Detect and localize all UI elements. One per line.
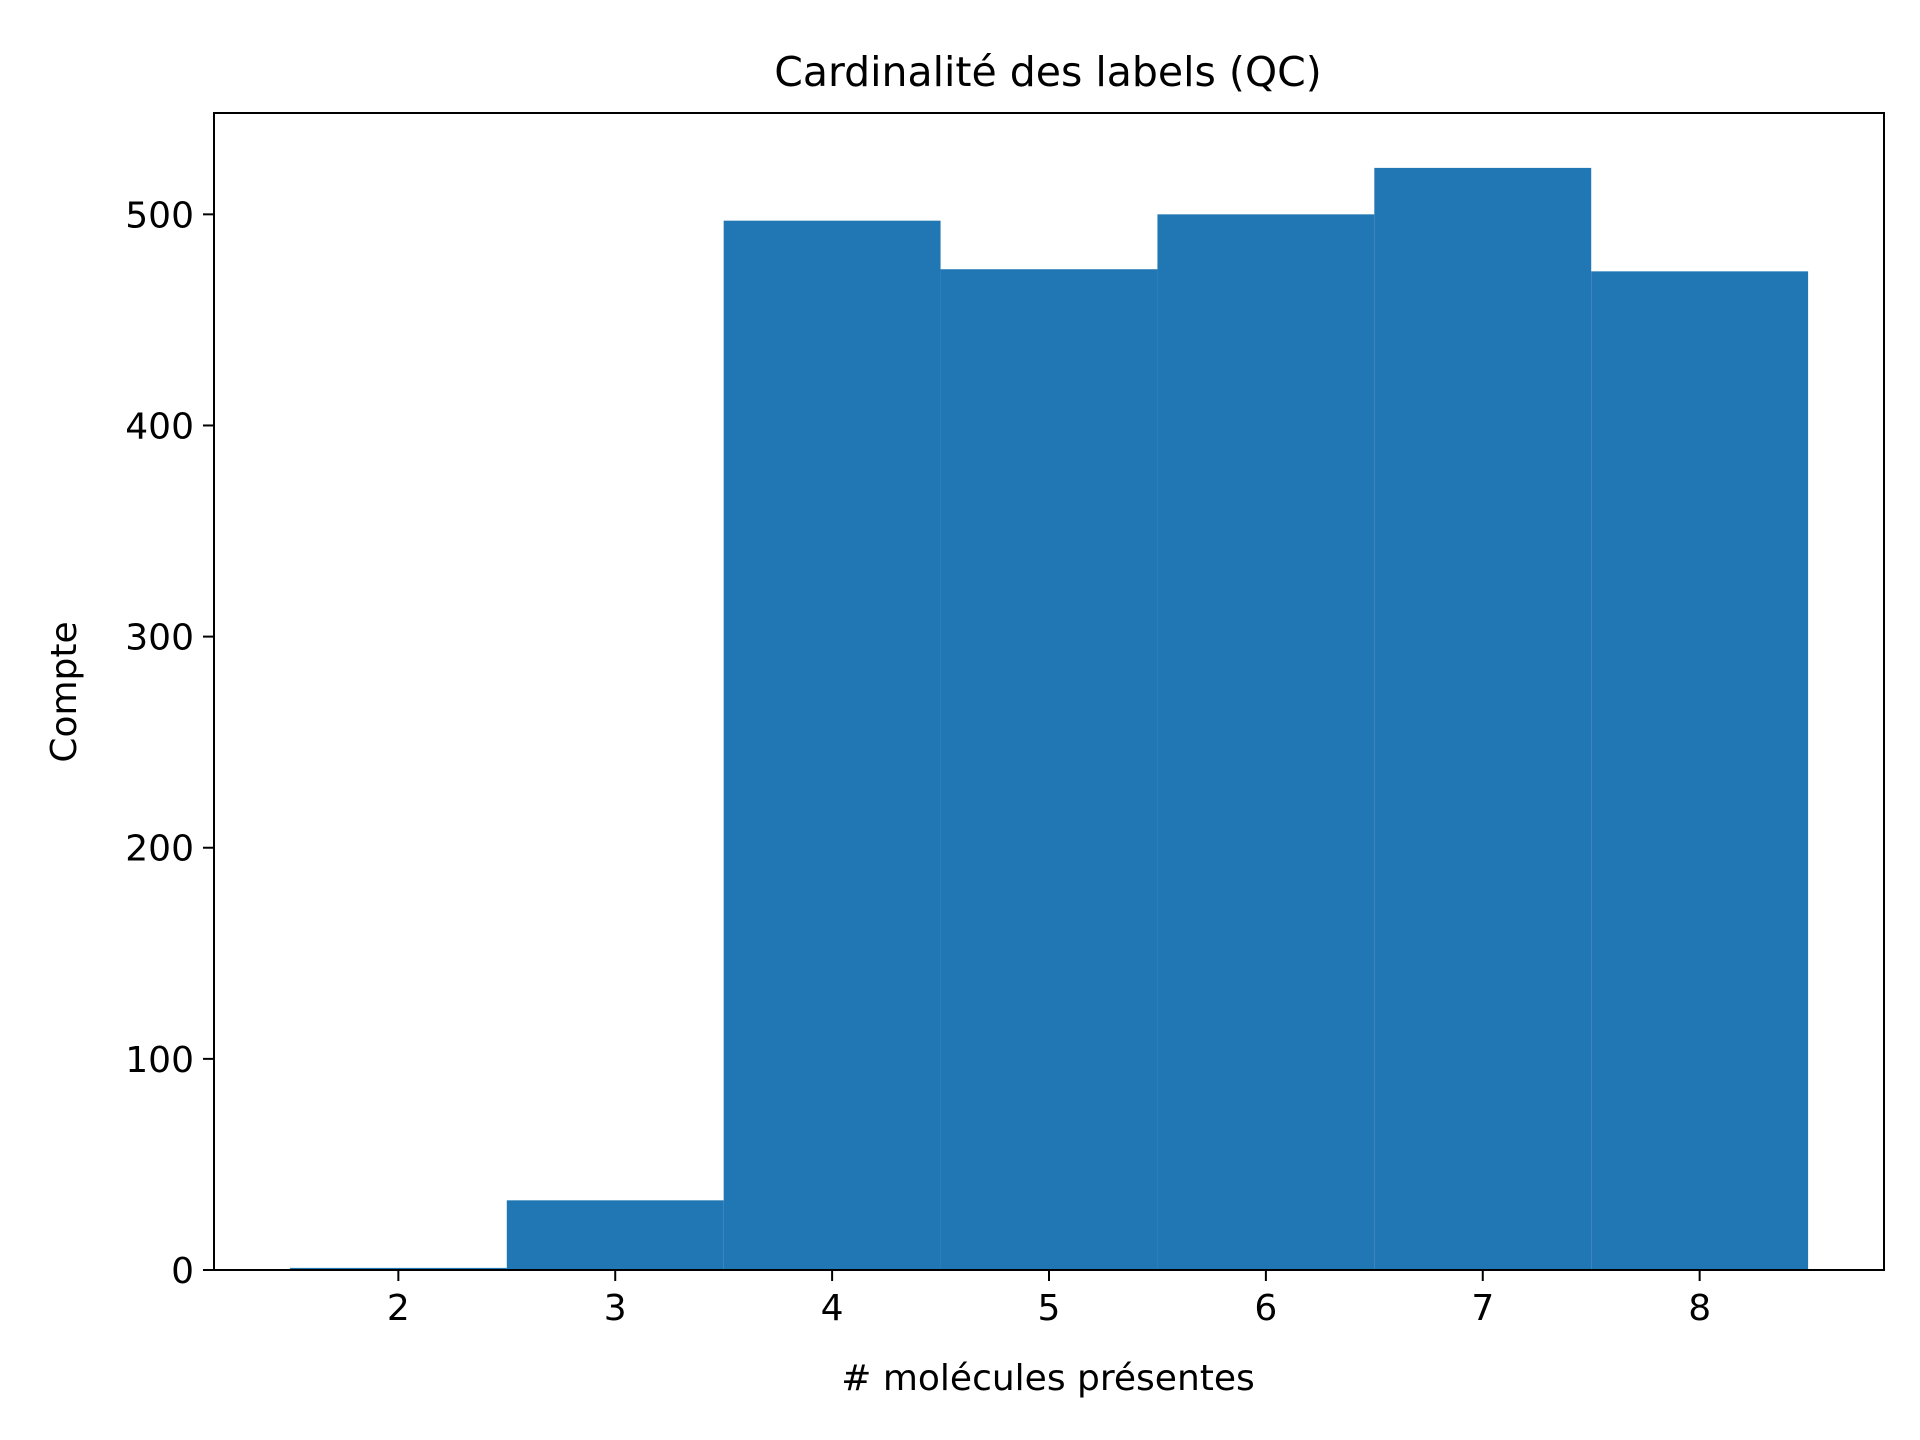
y-axis-label: Compte <box>44 621 85 762</box>
histogram-bar-6 <box>1157 214 1375 1271</box>
x-tick-label: 4 <box>821 1288 844 1329</box>
histogram-bar-8 <box>1591 271 1809 1271</box>
x-tick-label: 6 <box>1254 1288 1277 1329</box>
y-axis-ticks: 0 100 200 300 400 500 <box>125 195 214 1292</box>
histogram-bar-4 <box>723 220 941 1270</box>
histogram-bar-3 <box>506 1200 724 1270</box>
x-tick-label: 2 <box>387 1288 410 1329</box>
chart-title: Cardinalité des labels (QC) <box>774 48 1322 96</box>
x-tick-label: 7 <box>1471 1288 1494 1329</box>
bars-group <box>289 167 1809 1271</box>
x-tick-label: 3 <box>604 1288 627 1329</box>
y-tick-label: 500 <box>125 195 194 236</box>
plot-frame <box>213 112 1885 1271</box>
x-tick-label: 8 <box>1688 1288 1711 1329</box>
y-tick-label: 0 <box>171 1251 194 1292</box>
y-tick-label: 300 <box>125 618 194 659</box>
histogram-bar-7 <box>1374 167 1592 1270</box>
y-tick-label: 100 <box>125 1040 194 1081</box>
histogram-bar-5 <box>940 269 1158 1271</box>
x-axis-ticks: 2 3 4 5 6 7 8 <box>387 1270 1711 1329</box>
y-tick-label: 400 <box>125 406 194 447</box>
histogram-bar-2 <box>289 1267 507 1270</box>
x-tick-label: 5 <box>1038 1288 1061 1329</box>
x-axis-label: # molécules présentes <box>841 1358 1255 1399</box>
y-tick-label: 200 <box>125 829 194 870</box>
